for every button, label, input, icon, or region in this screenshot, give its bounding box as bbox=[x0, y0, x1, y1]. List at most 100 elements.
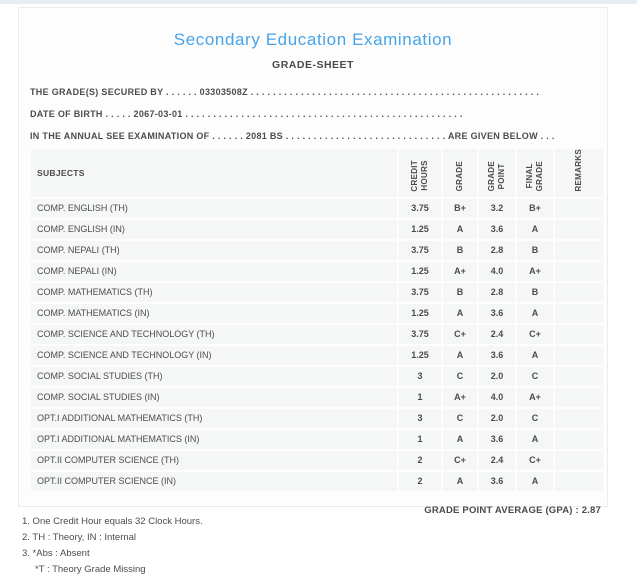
table-row: COMP. ENGLISH (TH) 3.75 B+ 3.2 B+ bbox=[31, 198, 603, 218]
final-grade-cell: C+ bbox=[517, 450, 553, 470]
table-row: COMP. SOCIAL STUDIES (IN) 1 A+ 4.0 A+ bbox=[31, 387, 603, 407]
final-grade-cell: B+ bbox=[517, 198, 553, 218]
remarks-cell bbox=[555, 261, 603, 281]
grade-cell: C bbox=[443, 366, 477, 386]
subject-cell: OPT.II COMPUTER SCIENCE (TH) bbox=[31, 450, 397, 470]
footnote-credit-hours: 1. One Credit Hour equals 32 Clock Hours… bbox=[22, 516, 203, 527]
final-grade-cell: A bbox=[517, 471, 553, 491]
grade-cell: A bbox=[443, 345, 477, 365]
subject-cell: COMP. SCIENCE AND TECHNOLOGY (IN) bbox=[31, 345, 397, 365]
footnote-absent: 3. *Abs : Absent bbox=[22, 548, 90, 559]
grade-point-cell: 4.0 bbox=[479, 261, 515, 281]
final-grade-cell: A bbox=[517, 303, 553, 323]
credit-hours-cell: 3 bbox=[399, 408, 441, 428]
grade-cell: C+ bbox=[443, 450, 477, 470]
grade-point-cell: 3.6 bbox=[479, 303, 515, 323]
subject-cell: OPT.I ADDITIONAL MATHEMATICS (TH) bbox=[31, 408, 397, 428]
header-grade: GRADE bbox=[443, 149, 477, 197]
info-line-secured-by: THE GRADE(S) SECURED BY . . . . . . 0330… bbox=[30, 87, 540, 97]
remarks-cell bbox=[555, 408, 603, 428]
header-grade-label: GRADE bbox=[455, 161, 464, 192]
table-row: OPT.II COMPUTER SCIENCE (TH) 2 C+ 2.4 C+ bbox=[31, 450, 603, 470]
remarks-cell bbox=[555, 198, 603, 218]
final-grade-cell: B bbox=[517, 282, 553, 302]
grade-point-cell: 3.6 bbox=[479, 471, 515, 491]
subject-cell: COMP. SOCIAL STUDIES (TH) bbox=[31, 366, 397, 386]
info-line-date-of-birth: DATE OF BIRTH . . . . . 2067-03-01 . . .… bbox=[30, 109, 463, 119]
table-row: COMP. ENGLISH (IN) 1.25 A 3.6 A bbox=[31, 219, 603, 239]
header-remarks-label: REMARKS bbox=[574, 149, 583, 192]
final-grade-cell: A+ bbox=[517, 387, 553, 407]
remarks-cell bbox=[555, 324, 603, 344]
grade-cell: A bbox=[443, 471, 477, 491]
grade-point-cell: 2.8 bbox=[479, 282, 515, 302]
header-remarks: REMARKS bbox=[555, 149, 603, 197]
grade-point-cell: 3.6 bbox=[479, 219, 515, 239]
table-row: COMP. SCIENCE AND TECHNOLOGY (TH) 3.75 C… bbox=[31, 324, 603, 344]
remarks-cell bbox=[555, 471, 603, 491]
credit-hours-cell: 1 bbox=[399, 429, 441, 449]
student-info-lines: THE GRADE(S) SECURED BY . . . . . . 0330… bbox=[19, 81, 607, 147]
final-grade-cell: C bbox=[517, 366, 553, 386]
grade-point-cell: 2.4 bbox=[479, 450, 515, 470]
grade-point-cell: 3.6 bbox=[479, 345, 515, 365]
credit-hours-cell: 1.25 bbox=[399, 303, 441, 323]
final-grade-cell: A bbox=[517, 429, 553, 449]
subject-cell: OPT.I ADDITIONAL MATHEMATICS (IN) bbox=[31, 429, 397, 449]
subject-cell: COMP. ENGLISH (TH) bbox=[31, 198, 397, 218]
header-credit-hours-label: CREDIT HOURS bbox=[410, 159, 429, 192]
grade-cell: C bbox=[443, 408, 477, 428]
remarks-cell bbox=[555, 303, 603, 323]
table-row: COMP. MATHEMATICS (IN) 1.25 A 3.6 A bbox=[31, 303, 603, 323]
table-row: OPT.I ADDITIONAL MATHEMATICS (TH) 3 C 2.… bbox=[31, 408, 603, 428]
subject-cell: COMP. ENGLISH (IN) bbox=[31, 219, 397, 239]
final-grade-cell: B bbox=[517, 240, 553, 260]
footnote-th-in: 2. TH : Theory, IN : Internal bbox=[22, 532, 137, 543]
remarks-cell bbox=[555, 429, 603, 449]
credit-hours-cell: 2 bbox=[399, 450, 441, 470]
footnote-theory-grade-missing: *T : Theory Grade Missing bbox=[35, 564, 146, 575]
final-grade-cell: C+ bbox=[517, 324, 553, 344]
grade-sheet-card: Secondary Education Examination GRADE-SH… bbox=[18, 7, 608, 516]
remarks-cell bbox=[555, 387, 603, 407]
header-grade-point-label: GRADE POINT bbox=[487, 161, 506, 192]
credit-hours-cell: 3 bbox=[399, 366, 441, 386]
table-header-row: SUBJECTS CREDIT HOURS GRADE GRADE POINT … bbox=[31, 149, 603, 197]
grade-sheet-subtitle: GRADE-SHEET bbox=[272, 59, 354, 71]
credit-hours-cell: 1 bbox=[399, 387, 441, 407]
grade-cell: A bbox=[443, 303, 477, 323]
remarks-cell bbox=[555, 219, 603, 239]
page-title: Secondary Education Examination bbox=[173, 30, 453, 49]
table-row: COMP. NEPALI (IN) 1.25 A+ 4.0 A+ bbox=[31, 261, 603, 281]
footnotes: 1. One Credit Hour equals 32 Clock Hours… bbox=[22, 514, 582, 578]
header-subjects: SUBJECTS bbox=[31, 149, 397, 197]
credit-hours-cell: 1.25 bbox=[399, 219, 441, 239]
subject-cell: COMP. SCIENCE AND TECHNOLOGY (TH) bbox=[31, 324, 397, 344]
gpa-value: 2.87 bbox=[581, 504, 601, 516]
top-accent-strip bbox=[0, 0, 637, 4]
grades-table: SUBJECTS CREDIT HOURS GRADE GRADE POINT … bbox=[29, 147, 605, 493]
gpa-label: GRADE POINT AVERAGE (GPA) : bbox=[424, 504, 579, 516]
credit-hours-cell: 3.75 bbox=[399, 198, 441, 218]
grade-cell: A bbox=[443, 219, 477, 239]
grade-cell: A bbox=[443, 429, 477, 449]
credit-hours-cell: 3.75 bbox=[399, 324, 441, 344]
grade-cell: A+ bbox=[443, 261, 477, 281]
table-row: COMP. NEPALI (TH) 3.75 B 2.8 B bbox=[31, 240, 603, 260]
table-row: COMP. SCIENCE AND TECHNOLOGY (IN) 1.25 A… bbox=[31, 345, 603, 365]
grade-point-cell: 3.2 bbox=[479, 198, 515, 218]
header-grade-point: GRADE POINT bbox=[479, 149, 515, 197]
gpa-total: GRADE POINT AVERAGE (GPA) : 2.87 bbox=[19, 505, 601, 516]
remarks-cell bbox=[555, 366, 603, 386]
info-line-examination-year: IN THE ANNUAL SEE EXAMINATION OF . . . .… bbox=[30, 131, 555, 141]
grade-cell: B bbox=[443, 240, 477, 260]
grade-point-cell: 3.6 bbox=[479, 429, 515, 449]
grade-point-cell: 2.0 bbox=[479, 408, 515, 428]
remarks-cell bbox=[555, 282, 603, 302]
table-row: COMP. SOCIAL STUDIES (TH) 3 C 2.0 C bbox=[31, 366, 603, 386]
credit-hours-cell: 1.25 bbox=[399, 261, 441, 281]
subject-cell: COMP. MATHEMATICS (IN) bbox=[31, 303, 397, 323]
final-grade-cell: A bbox=[517, 345, 553, 365]
remarks-cell bbox=[555, 240, 603, 260]
grade-point-cell: 4.0 bbox=[479, 387, 515, 407]
